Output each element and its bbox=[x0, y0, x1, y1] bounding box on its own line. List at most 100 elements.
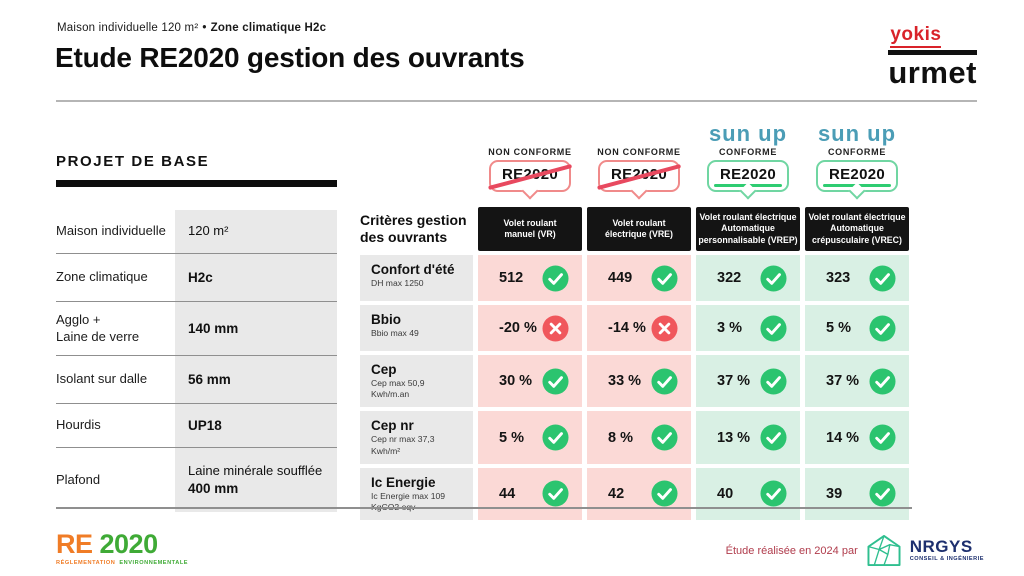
value-cell: 449 bbox=[587, 255, 691, 301]
criterion-cell: Confort d'été DH max 1250 bbox=[360, 255, 473, 301]
value-cell: 14 % bbox=[805, 411, 909, 464]
check-icon bbox=[542, 368, 569, 395]
re2020-badge: RE2020 bbox=[815, 160, 898, 192]
project-row-value: 140 mm bbox=[175, 302, 337, 355]
project-row: Maison individuelle 120 m² bbox=[56, 210, 337, 254]
project-row-value-regular: 120 m² bbox=[188, 223, 229, 239]
value-cell: 37 % bbox=[696, 355, 800, 408]
project-row-value: Laine minérale soufflée 400 mm bbox=[175, 448, 337, 512]
cross-icon bbox=[651, 314, 678, 342]
kicker: Maison individuelle 120 m² • Zone climatiq… bbox=[57, 22, 326, 34]
check-icon bbox=[542, 480, 569, 507]
value-cell: -14 % bbox=[587, 305, 691, 351]
criterion-note: DH max 1250 bbox=[371, 278, 424, 288]
value-cell: 5 % bbox=[805, 305, 909, 351]
re2020-logo-year: 2020 bbox=[99, 529, 159, 559]
check-icon bbox=[760, 368, 787, 395]
criterion-name: Confort d'été bbox=[371, 262, 455, 277]
value-cell: 8 % bbox=[587, 411, 691, 464]
re2020-logo: RE 2020 RÉGLEMENTATION ENVIRONNEMENTALE bbox=[56, 531, 188, 567]
cell-value: 5 % bbox=[499, 429, 524, 446]
check-icon bbox=[869, 368, 896, 395]
value-cell: 44 bbox=[478, 467, 582, 521]
conformity-label: NON CONFORME bbox=[488, 147, 572, 157]
column-header: sun up CONFORME RE2020 bbox=[805, 113, 909, 203]
criterion-name: Ic Energie bbox=[371, 474, 436, 490]
criterion-note: Ic Energie max 109 KgCO2 eqv bbox=[371, 490, 446, 512]
value-cell: 322 bbox=[696, 255, 800, 301]
cell-value: 8 % bbox=[608, 429, 633, 446]
re2020-badge: RE2020 bbox=[487, 160, 572, 192]
shutter-type-box: Volet roulant électrique Automatique cré… bbox=[805, 207, 909, 251]
project-row-value-bold: UP18 bbox=[188, 417, 222, 433]
re2020-badge: RE2020 bbox=[706, 160, 789, 192]
cell-value: 14 % bbox=[826, 429, 860, 446]
project-row-value-bold: 140 mm bbox=[188, 320, 239, 336]
re2020-badge-text: RE2020 bbox=[828, 166, 885, 183]
cell-value: 512 bbox=[499, 270, 524, 286]
cell-value: 40 bbox=[717, 485, 734, 502]
cell-value: 449 bbox=[608, 270, 633, 286]
criteria-header: Critères gestion des ouvrants bbox=[360, 212, 467, 245]
yokis-wordmark: yokis bbox=[890, 25, 942, 48]
cell-value: -14 % bbox=[608, 320, 646, 336]
column-header: NON CONFORME RE2020 bbox=[587, 113, 691, 203]
check-icon bbox=[651, 480, 678, 507]
check-icon bbox=[542, 264, 569, 292]
check-icon bbox=[869, 480, 896, 507]
project-row-value-bold: H2c bbox=[188, 269, 213, 285]
check-icon bbox=[760, 424, 787, 451]
check-icon bbox=[651, 368, 678, 395]
project-row-value: H2c bbox=[175, 254, 337, 301]
cell-value: 37 % bbox=[717, 373, 751, 390]
urmet-wordmark: urmet bbox=[888, 49, 977, 88]
project-row-label: Zone climatique bbox=[56, 269, 148, 285]
project-panel-underline bbox=[56, 180, 337, 187]
value-cell: 30 % bbox=[478, 355, 582, 408]
project-row-label: Isolant sur dalle bbox=[56, 371, 148, 387]
conformity-label: NON CONFORME bbox=[597, 147, 681, 157]
underline-bar bbox=[822, 184, 891, 187]
criterion-name: Cep nr bbox=[371, 418, 414, 434]
bottom-divider bbox=[56, 507, 912, 509]
cell-value: 5 % bbox=[826, 320, 851, 336]
conformity-label: CONFORME bbox=[718, 147, 778, 157]
re2020-logo-subtitle-left: RÉGLEMENTATION bbox=[56, 560, 116, 566]
re2020-logo-subtitle: RÉGLEMENTATION ENVIRONNEMENTALE bbox=[56, 560, 188, 566]
nrgys-subtitle: CONSEIL & INGÉNIERIE bbox=[909, 556, 984, 563]
cell-value: 37 % bbox=[826, 373, 860, 390]
project-row-value: 56 mm bbox=[175, 356, 337, 403]
cell-value: 30 % bbox=[499, 373, 533, 390]
project-row: Isolant sur dalle 56 mm bbox=[56, 356, 337, 404]
value-cell: 13 % bbox=[696, 411, 800, 464]
sun-up-logo: sun up bbox=[817, 121, 897, 147]
page-title: Etude RE2020 gestion des ouvrants bbox=[55, 42, 525, 73]
shutter-type-label: Volet roulant électrique Automatique per… bbox=[698, 211, 798, 245]
project-row: Agglo + Laine de verre 140 mm bbox=[56, 302, 337, 356]
kicker-right: Zone climatique H2c bbox=[210, 22, 327, 34]
cell-value: 3 % bbox=[717, 320, 742, 336]
credit-row: Étude réalisée en 2024 par NRGYS CONSEIL… bbox=[726, 534, 984, 567]
re2020-logo-main: RE 2020 bbox=[56, 531, 188, 558]
check-icon bbox=[760, 480, 787, 507]
title-divider bbox=[56, 100, 977, 102]
kicker-separator: • bbox=[202, 22, 207, 34]
project-row-value-regular: Laine minérale soufflée bbox=[188, 462, 323, 478]
project-row-value-bold: 400 mm bbox=[188, 480, 239, 496]
shutter-type-box: Volet roulant électrique Automatique per… bbox=[696, 207, 800, 251]
project-row-value-bold: 56 mm bbox=[188, 371, 231, 387]
value-cell: 37 % bbox=[805, 355, 909, 408]
cell-value: 39 bbox=[826, 485, 843, 502]
value-cell: 5 % bbox=[478, 411, 582, 464]
value-cell: 42 bbox=[587, 467, 691, 521]
shutter-type-label: Volet roulant électrique (VRE) bbox=[605, 217, 673, 239]
value-cell: 39 bbox=[805, 467, 909, 521]
project-row-label: Plafond bbox=[56, 471, 101, 487]
criterion-note: Cep max 50,9 Kwh/m.an bbox=[371, 378, 425, 400]
re2020-badge: RE2020 bbox=[596, 160, 681, 192]
criterion-note: Cep nr max 37,3 Kwh/m² bbox=[371, 434, 435, 456]
re2020-logo-subtitle-right: ENVIRONNEMENTALE bbox=[119, 560, 189, 566]
shutter-type-box: Volet roulant électrique (VRE) bbox=[587, 207, 691, 251]
sun-up-logo: sun up bbox=[708, 121, 788, 147]
